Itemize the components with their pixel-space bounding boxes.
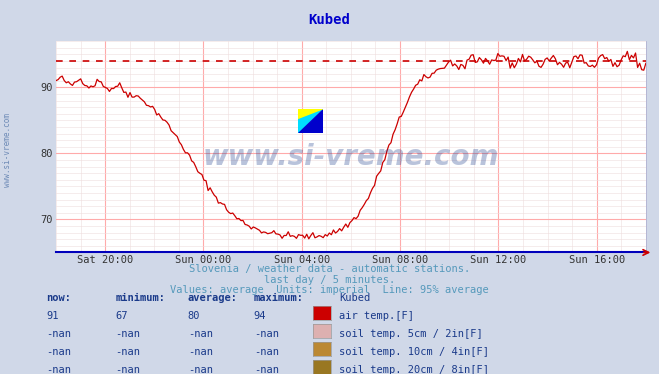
Polygon shape	[298, 109, 323, 133]
Polygon shape	[298, 109, 323, 133]
Text: minimum:: minimum:	[115, 293, 165, 303]
Text: Values: average  Units: imperial  Line: 95% average: Values: average Units: imperial Line: 95…	[170, 285, 489, 295]
Text: -nan: -nan	[115, 347, 140, 357]
Text: -nan: -nan	[188, 365, 213, 374]
Text: last day / 5 minutes.: last day / 5 minutes.	[264, 275, 395, 285]
Text: now:: now:	[46, 293, 71, 303]
Text: www.si-vreme.com: www.si-vreme.com	[3, 113, 13, 187]
Text: average:: average:	[188, 293, 238, 303]
Text: Kubed: Kubed	[308, 13, 351, 27]
Text: soil temp. 20cm / 8in[F]: soil temp. 20cm / 8in[F]	[339, 365, 490, 374]
Text: -nan: -nan	[115, 365, 140, 374]
Text: air temp.[F]: air temp.[F]	[339, 311, 415, 321]
Text: -nan: -nan	[188, 329, 213, 339]
Text: 67: 67	[115, 311, 128, 321]
Text: -nan: -nan	[254, 365, 279, 374]
Text: -nan: -nan	[46, 365, 71, 374]
Text: 94: 94	[254, 311, 266, 321]
Text: Slovenia / weather data - automatic stations.: Slovenia / weather data - automatic stat…	[189, 264, 470, 274]
Text: maximum:: maximum:	[254, 293, 304, 303]
Text: -nan: -nan	[254, 329, 279, 339]
Text: soil temp. 5cm / 2in[F]: soil temp. 5cm / 2in[F]	[339, 329, 483, 339]
Text: www.si-vreme.com: www.si-vreme.com	[203, 143, 499, 171]
Text: Kubed: Kubed	[339, 293, 370, 303]
Text: 80: 80	[188, 311, 200, 321]
Text: -nan: -nan	[46, 329, 71, 339]
Text: -nan: -nan	[115, 329, 140, 339]
Polygon shape	[298, 109, 323, 119]
Text: 91: 91	[46, 311, 59, 321]
Text: -nan: -nan	[46, 347, 71, 357]
Text: -nan: -nan	[188, 347, 213, 357]
Text: -nan: -nan	[254, 347, 279, 357]
Text: soil temp. 10cm / 4in[F]: soil temp. 10cm / 4in[F]	[339, 347, 490, 357]
